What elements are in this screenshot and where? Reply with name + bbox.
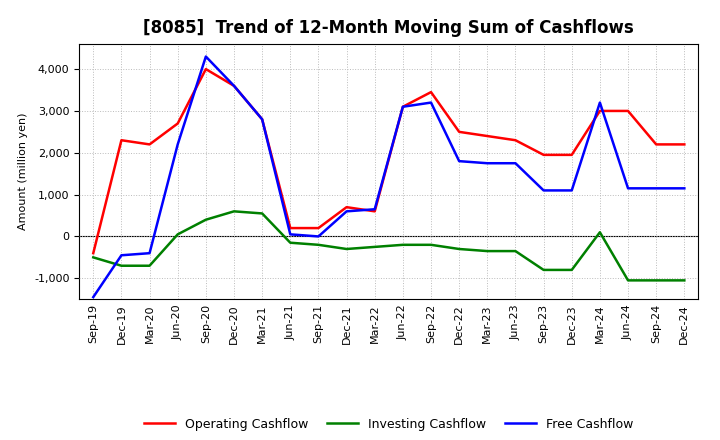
Line: Operating Cashflow: Operating Cashflow <box>94 69 684 253</box>
Investing Cashflow <box>370 244 379 249</box>
Operating Cashflow <box>455 129 464 135</box>
Operating Cashflow <box>567 152 576 158</box>
Investing Cashflow <box>342 246 351 252</box>
Investing Cashflow <box>230 209 238 214</box>
Investing Cashflow <box>624 278 632 283</box>
Free Cashflow <box>680 186 688 191</box>
Investing Cashflow <box>258 211 266 216</box>
Free Cashflow <box>539 188 548 193</box>
Operating Cashflow <box>202 66 210 72</box>
Investing Cashflow <box>567 267 576 272</box>
Free Cashflow <box>314 234 323 239</box>
Investing Cashflow <box>539 267 548 272</box>
Operating Cashflow <box>370 209 379 214</box>
Free Cashflow <box>624 186 632 191</box>
Free Cashflow <box>258 117 266 122</box>
Free Cashflow <box>427 100 436 105</box>
Operating Cashflow <box>89 250 98 256</box>
Free Cashflow <box>174 142 182 147</box>
Investing Cashflow <box>652 278 660 283</box>
Free Cashflow <box>202 54 210 59</box>
Operating Cashflow <box>652 142 660 147</box>
Title: [8085]  Trend of 12-Month Moving Sum of Cashflows: [8085] Trend of 12-Month Moving Sum of C… <box>143 19 634 37</box>
Investing Cashflow <box>174 232 182 237</box>
Operating Cashflow <box>680 142 688 147</box>
Free Cashflow <box>342 209 351 214</box>
Free Cashflow <box>511 161 520 166</box>
Legend: Operating Cashflow, Investing Cashflow, Free Cashflow: Operating Cashflow, Investing Cashflow, … <box>139 413 639 436</box>
Operating Cashflow <box>258 117 266 122</box>
Investing Cashflow <box>455 246 464 252</box>
Operating Cashflow <box>174 121 182 126</box>
Free Cashflow <box>145 250 154 256</box>
Free Cashflow <box>652 186 660 191</box>
Investing Cashflow <box>145 263 154 268</box>
Operating Cashflow <box>483 133 492 139</box>
Operating Cashflow <box>342 205 351 210</box>
Free Cashflow <box>230 83 238 88</box>
Free Cashflow <box>567 188 576 193</box>
Operating Cashflow <box>511 138 520 143</box>
Operating Cashflow <box>286 225 294 231</box>
Free Cashflow <box>483 161 492 166</box>
Operating Cashflow <box>624 108 632 114</box>
Investing Cashflow <box>286 240 294 246</box>
Investing Cashflow <box>89 255 98 260</box>
Free Cashflow <box>89 294 98 300</box>
Operating Cashflow <box>595 108 604 114</box>
Line: Investing Cashflow: Investing Cashflow <box>94 211 684 280</box>
Operating Cashflow <box>117 138 126 143</box>
Investing Cashflow <box>511 249 520 254</box>
Investing Cashflow <box>680 278 688 283</box>
Investing Cashflow <box>399 242 408 247</box>
Operating Cashflow <box>230 83 238 88</box>
Investing Cashflow <box>202 217 210 222</box>
Investing Cashflow <box>427 242 436 247</box>
Line: Free Cashflow: Free Cashflow <box>94 57 684 297</box>
Investing Cashflow <box>483 249 492 254</box>
Free Cashflow <box>399 104 408 110</box>
Operating Cashflow <box>539 152 548 158</box>
Free Cashflow <box>117 253 126 258</box>
Operating Cashflow <box>314 225 323 231</box>
Investing Cashflow <box>117 263 126 268</box>
Free Cashflow <box>595 100 604 105</box>
Operating Cashflow <box>427 89 436 95</box>
Y-axis label: Amount (million yen): Amount (million yen) <box>19 113 28 231</box>
Operating Cashflow <box>145 142 154 147</box>
Free Cashflow <box>455 158 464 164</box>
Investing Cashflow <box>314 242 323 247</box>
Operating Cashflow <box>399 104 408 110</box>
Free Cashflow <box>286 232 294 237</box>
Free Cashflow <box>370 207 379 212</box>
Investing Cashflow <box>595 230 604 235</box>
